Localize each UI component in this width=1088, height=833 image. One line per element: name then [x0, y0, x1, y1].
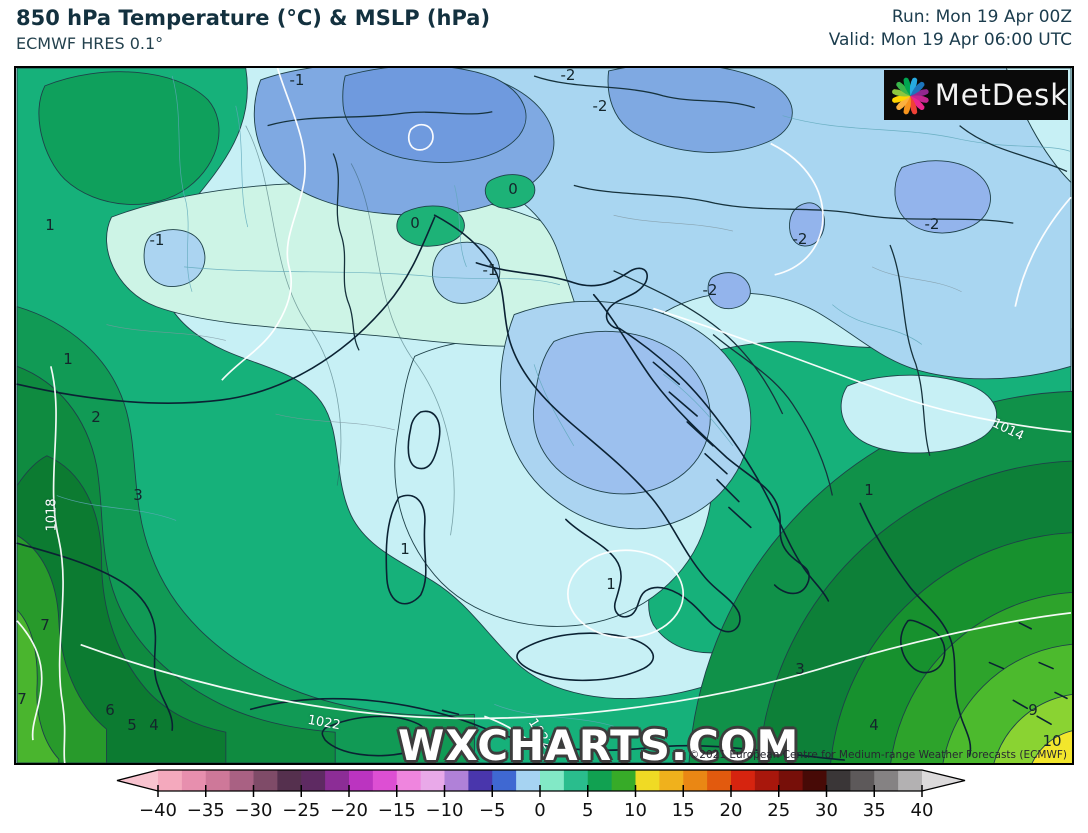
coastline-italy-west	[433, 214, 741, 633]
colorbar-segment	[826, 770, 851, 791]
colorbar-segment	[468, 770, 493, 791]
colorbar-segment	[635, 770, 660, 791]
colorbar-tick-label: −35	[187, 800, 225, 821]
colorbar-segment	[396, 770, 422, 791]
colorbar-segment	[898, 770, 923, 791]
model-subtitle: ECMWF HRES 0.1°	[16, 34, 164, 53]
colorbar-tick-label: −5	[479, 800, 506, 821]
weather-map: -1 -2 -2 -1 1 0 0 -1 -2 -2 -2 1 2 3 1 1 1 3 4 9 10 7 7 6 5 4 1018 1…	[14, 66, 1074, 765]
colorbar-tick-label: −25	[282, 800, 320, 821]
admin-border-lines	[106, 214, 962, 431]
metdesk-logo-text: MetDesk	[934, 78, 1068, 112]
coastline-croatia	[618, 327, 830, 602]
colorbar-tick-label: 40	[911, 800, 934, 821]
pinwheel-petal	[896, 95, 911, 111]
colorbar-tick-label: 0	[534, 800, 545, 821]
metdesk-pinwheel-icon	[892, 77, 929, 115]
copyright-text: ©2021 European Centre for Medium-range W…	[688, 749, 1067, 761]
colorbar-tick-label: 5	[582, 800, 593, 821]
colorbar-segment	[611, 770, 636, 791]
colorbar-segment	[754, 770, 780, 791]
temperature-colorbar: −40 −35 −30 −25 −20 −15 −10 −5 0 5 10 15 20 25 30 35 40	[116, 769, 966, 821]
colorbar-tick-label: −15	[378, 800, 416, 821]
wxcharts-watermark: WXCHARTS.COM	[398, 721, 800, 765]
pinwheel-petal	[910, 81, 925, 96]
pinwheel-petal	[910, 95, 929, 103]
colorbar-tick-label: 25	[767, 800, 790, 821]
colorbar-segment	[325, 770, 350, 791]
temp-contour-lines	[245, 125, 455, 536]
coastline-africa	[249, 697, 846, 761]
pinwheel-petal	[896, 81, 911, 96]
colorbar-right-arrow	[922, 770, 965, 791]
colorbar-segment	[277, 770, 302, 791]
coastline-nadriatic	[475, 262, 648, 330]
colorbar-segment	[444, 770, 469, 791]
colorbar-segment	[850, 770, 875, 791]
coastline-greece	[859, 502, 972, 757]
river-lines	[56, 75, 1072, 727]
colorbar-segment	[492, 770, 517, 791]
coastline-spain	[16, 542, 174, 731]
pinwheel-petal	[910, 95, 925, 111]
colorbar-tick-label: −40	[139, 800, 177, 821]
colorbar-segment	[731, 770, 756, 791]
pinwheel-petal	[903, 77, 911, 96]
colorbar-tick-label: 30	[815, 800, 838, 821]
coastline-sardinia	[385, 494, 427, 605]
coastline-italy-east	[592, 293, 810, 595]
colorbar-segment	[659, 770, 684, 791]
colorbar-segment	[587, 770, 613, 791]
colorbar-segment	[683, 770, 708, 791]
temp-fill-regions	[16, 68, 1072, 763]
mslp-isobar-lines	[16, 68, 1072, 763]
colorbar-segment	[181, 770, 207, 791]
page-title: 850 hPa Temperature (°C) & MSLP (hPa)	[16, 6, 491, 30]
coastline-sicily	[516, 632, 655, 682]
colorbar-tick-label: −10	[426, 800, 464, 821]
run-timestamp: Run: Mon 19 Apr 00Z	[891, 7, 1072, 27]
colorbar-segment	[802, 770, 827, 791]
pinwheel-petal	[909, 77, 918, 96]
coastline-riviera	[16, 216, 436, 405]
colorbar-segment	[372, 770, 398, 791]
colorbar-tick-label: 15	[672, 800, 695, 821]
colorbar-segment	[158, 770, 183, 791]
coastline-mallorca	[321, 715, 428, 757]
colorbar-tick-label: 20	[720, 800, 743, 821]
colorbar-tick-label: −20	[330, 800, 368, 821]
colorbar-segment	[420, 770, 445, 791]
pinwheel-petal	[910, 89, 929, 97]
valid-timestamp: Valid: Mon 19 Apr 06:00 UTC	[828, 30, 1072, 50]
colorbar-segment	[516, 770, 541, 791]
colorbar-segment	[253, 770, 278, 791]
colorbar-segment	[540, 770, 565, 791]
weather-map-svg	[16, 68, 1072, 763]
metdesk-logo: MetDesk	[884, 70, 1068, 120]
colorbar-tick-label: 35	[863, 800, 886, 821]
colorbar-tick-label: 10	[624, 800, 647, 821]
pinwheel-petal	[903, 95, 911, 115]
colorbar-segment	[205, 770, 231, 791]
colorbar-segment	[301, 770, 326, 791]
isobar-1022	[80, 612, 1072, 720]
colorbar-segment	[778, 770, 804, 791]
coastline-corsica	[407, 410, 441, 470]
coastlines	[16, 214, 1068, 761]
isobar-1014	[653, 307, 1072, 433]
colorbar-segment	[349, 770, 374, 791]
pinwheel-petal	[892, 89, 911, 97]
colorbar-segment	[707, 770, 732, 791]
pinwheel-petal	[909, 95, 918, 115]
colorbar-segment	[229, 770, 254, 791]
isobar-1018	[50, 366, 66, 763]
colorbar-segment	[874, 770, 899, 791]
pinwheel-petal	[892, 95, 911, 103]
colorbar-tick-label: −30	[235, 800, 273, 821]
coastline-peloponnese	[900, 619, 946, 674]
colorbar-segment	[563, 770, 589, 791]
colorbar-left-arrow	[117, 770, 158, 791]
